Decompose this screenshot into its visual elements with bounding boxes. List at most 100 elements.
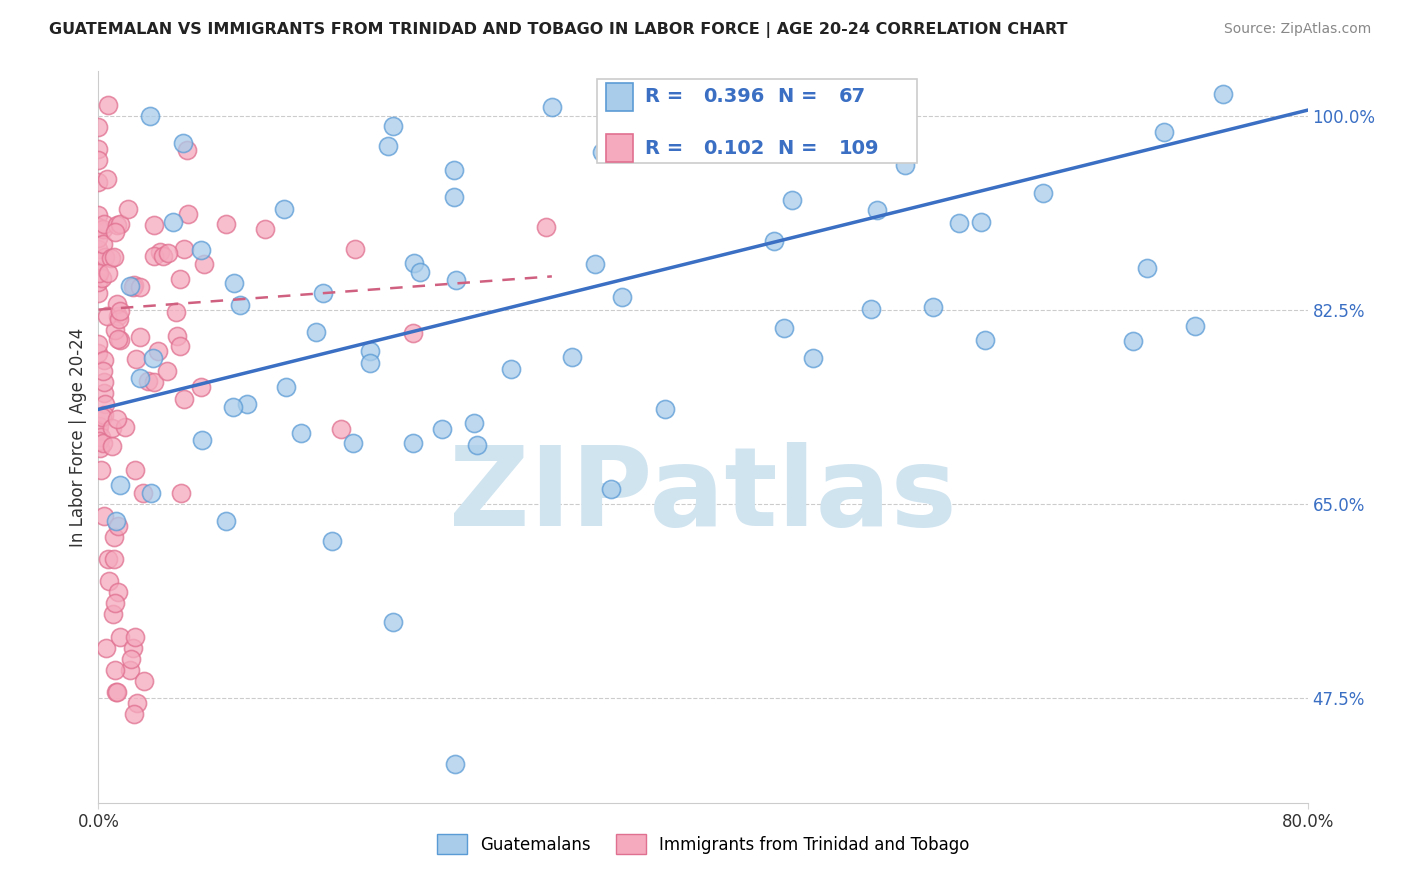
Point <box>94 250 117 264</box>
Point <box>98 574 121 589</box>
Point <box>114 420 136 434</box>
Point <box>139 109 162 123</box>
Point <box>129 371 152 385</box>
Point <box>149 245 172 260</box>
Point <box>1032 186 1054 201</box>
Point <box>146 343 169 358</box>
Point <box>93 363 115 377</box>
Y-axis label: In Labor Force | Age 20-24: In Labor Force | Age 20-24 <box>69 327 87 547</box>
Point <box>87 120 110 134</box>
Point <box>105 218 128 232</box>
Point <box>443 189 465 203</box>
Point <box>124 463 146 477</box>
Point <box>118 663 141 677</box>
Text: R =: R = <box>645 138 690 158</box>
Point <box>330 422 353 436</box>
Point <box>169 272 191 286</box>
Point <box>120 651 142 665</box>
Point <box>377 139 399 153</box>
Point <box>103 552 125 566</box>
Point <box>156 364 179 378</box>
Point <box>799 87 821 101</box>
Point <box>190 380 212 394</box>
Point <box>122 277 145 292</box>
Point <box>107 518 129 533</box>
Point <box>948 216 970 230</box>
Point <box>87 153 110 167</box>
Point <box>108 304 131 318</box>
Point <box>97 266 120 280</box>
Point <box>1122 334 1144 348</box>
Point <box>104 685 127 699</box>
Point <box>87 252 110 267</box>
Point <box>94 397 117 411</box>
Point <box>96 172 118 186</box>
Point <box>170 485 193 500</box>
Point <box>773 321 796 335</box>
Point <box>169 338 191 352</box>
Point <box>382 119 405 133</box>
Text: 109: 109 <box>838 138 879 158</box>
Point <box>120 279 142 293</box>
Point <box>90 271 112 285</box>
Point <box>93 509 115 524</box>
Point <box>401 326 423 340</box>
Point <box>173 392 195 406</box>
Point <box>152 249 174 263</box>
Point <box>108 311 131 326</box>
Point <box>229 298 252 312</box>
Point <box>176 144 198 158</box>
Point <box>253 222 276 236</box>
Point <box>1136 260 1159 275</box>
Point <box>101 607 124 622</box>
Point <box>599 482 621 496</box>
Point <box>156 245 179 260</box>
Point <box>443 162 465 177</box>
Point <box>973 333 995 347</box>
Point <box>87 419 110 434</box>
Point <box>87 242 110 256</box>
Point <box>162 215 184 229</box>
Point <box>173 242 195 256</box>
Point <box>444 757 467 772</box>
Point <box>408 265 430 279</box>
Point <box>312 285 335 300</box>
Point <box>215 514 238 528</box>
Point <box>165 305 187 319</box>
Point <box>720 87 742 101</box>
Point <box>121 279 143 293</box>
Point <box>91 237 114 252</box>
Point <box>122 640 145 655</box>
Point <box>103 250 125 264</box>
Point <box>921 300 943 314</box>
Point <box>652 138 675 153</box>
Point <box>108 333 131 347</box>
Text: ZIPatlas: ZIPatlas <box>449 442 957 549</box>
Text: R =: R = <box>645 87 690 106</box>
Point <box>136 374 159 388</box>
Point <box>612 290 634 304</box>
Point <box>117 202 139 216</box>
Point <box>132 673 155 688</box>
Point <box>780 194 803 208</box>
Text: N =: N = <box>778 87 824 106</box>
Point <box>402 435 425 450</box>
Point <box>541 100 564 114</box>
Point <box>342 436 364 450</box>
Point <box>583 257 606 271</box>
Point <box>215 217 238 231</box>
Point <box>321 534 343 549</box>
FancyBboxPatch shape <box>606 83 633 111</box>
Point <box>87 285 110 300</box>
Point <box>104 514 127 528</box>
Point <box>402 256 425 270</box>
Point <box>561 351 583 365</box>
Point <box>866 203 889 218</box>
Legend: Guatemalans, Immigrants from Trinidad and Tobago: Guatemalans, Immigrants from Trinidad an… <box>430 828 976 860</box>
Text: N =: N = <box>778 138 824 158</box>
Point <box>97 552 120 566</box>
Point <box>93 385 115 400</box>
FancyBboxPatch shape <box>596 78 917 163</box>
Point <box>93 408 115 422</box>
Point <box>534 220 557 235</box>
